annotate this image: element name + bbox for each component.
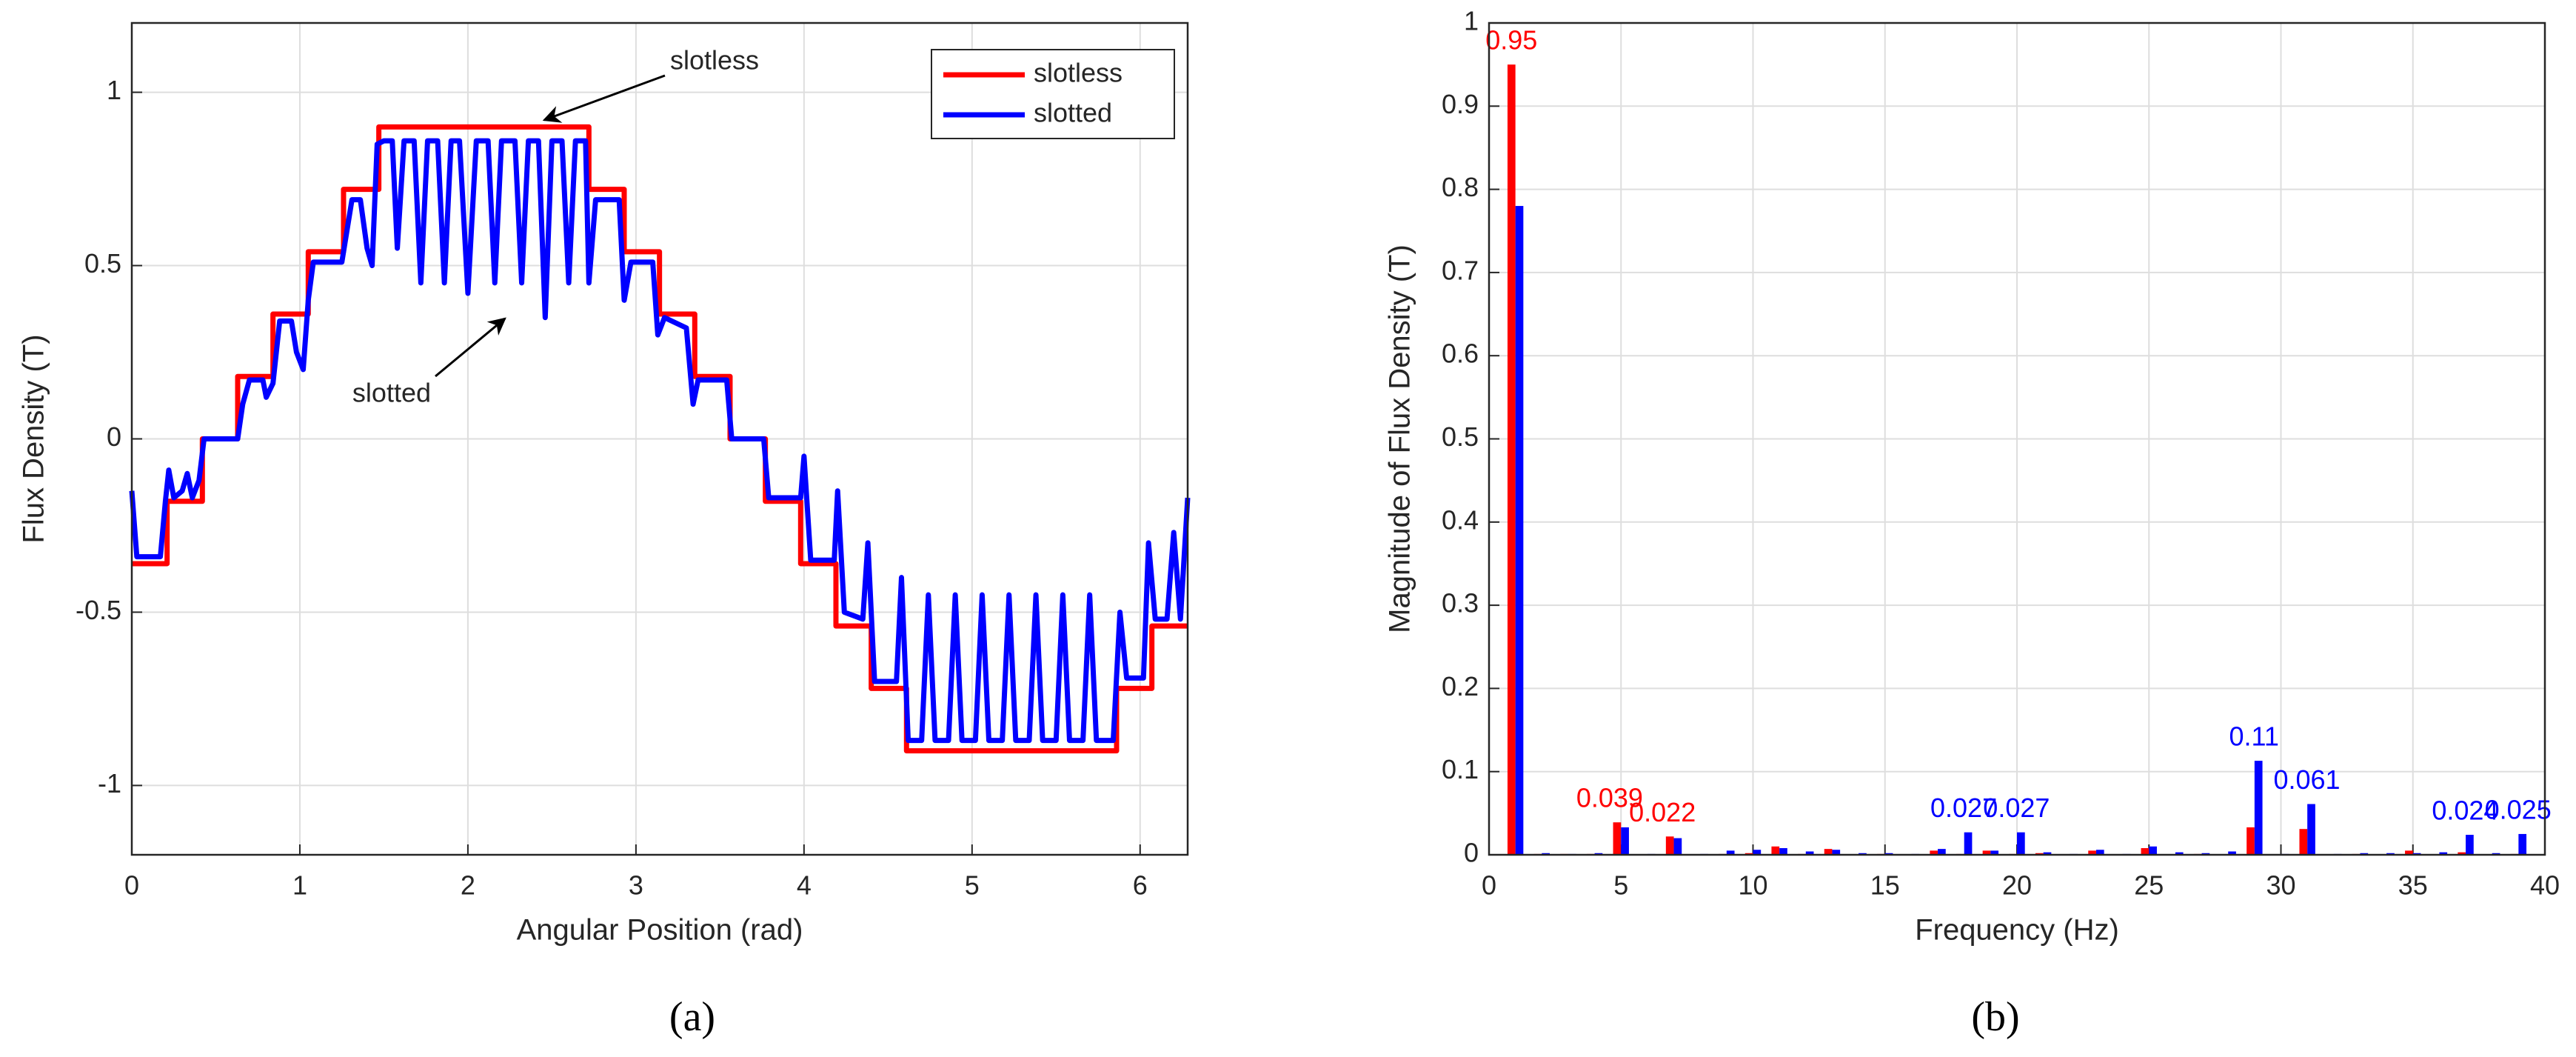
- annotation-arrow: [435, 317, 506, 378]
- y-tick-label: 0.5: [84, 248, 121, 279]
- bar: [2307, 804, 2315, 855]
- bar: [2088, 850, 2096, 855]
- x-tick-label: 4: [797, 870, 812, 901]
- bar: [1613, 822, 1622, 855]
- data-label: 0.022: [1629, 797, 1696, 827]
- bar: [2405, 850, 2413, 855]
- data-line: [132, 124, 1188, 754]
- data-label: 0.95: [1485, 25, 1537, 56]
- y-tick-label: 0: [1464, 838, 1479, 868]
- axes-box: [130, 21, 1189, 856]
- data-label: 0.025: [2485, 794, 2552, 824]
- bar: [2458, 852, 2466, 855]
- axes-box: [1488, 21, 2546, 856]
- x-tick-label: 30: [2266, 870, 2295, 901]
- x-tick-label: 3: [629, 870, 643, 901]
- data-line: [129, 138, 1191, 744]
- data-label: 0.027: [1930, 793, 1997, 823]
- y-axis-label: Magnitude of Flux Density (T): [1384, 244, 1416, 633]
- annotation: slotless: [670, 45, 759, 76]
- y-tick-label: -0.5: [76, 595, 121, 625]
- data-label: 0.027: [1983, 793, 2050, 823]
- x-tick-label: 10: [1738, 870, 1767, 901]
- bar: [2095, 850, 2104, 855]
- bar: [1515, 206, 1524, 855]
- legend-label: slotless: [1034, 58, 1123, 88]
- data-label: 0.061: [2273, 764, 2340, 795]
- x-tick-label: 0: [1482, 870, 1496, 901]
- bar: [2299, 829, 2308, 855]
- bar: [2175, 852, 2184, 855]
- bar: [2228, 851, 2236, 855]
- bar: [1982, 850, 1991, 855]
- x-tick-label: 2: [461, 870, 475, 901]
- y-tick-label: 0.1: [1442, 754, 1479, 784]
- annotation-arrow: [542, 74, 666, 123]
- data-label: 0.024: [2432, 796, 2498, 826]
- x-tick-label: 35: [2398, 870, 2428, 901]
- bar: [2518, 833, 2527, 855]
- y-tick-label: 0.4: [1442, 504, 1479, 535]
- bar: [1771, 846, 1780, 855]
- bar: [1938, 849, 1946, 855]
- x-tick-label: 1: [292, 870, 307, 901]
- bar: [1507, 64, 1516, 855]
- bar: [1726, 850, 1735, 855]
- bar: [1990, 850, 1999, 855]
- bar: [1964, 832, 1973, 855]
- bar: [2149, 846, 2157, 855]
- y-tick-label: 0.3: [1442, 588, 1479, 618]
- bar: [1779, 848, 1787, 855]
- y-tick-label: 0.2: [1442, 671, 1479, 701]
- y-tick-label: -1: [98, 768, 121, 798]
- chart: -1 -0.5 0 0.5 1 0 1 2 3 4 5 6 Angular Position (rad)…: [18, 21, 1191, 1040]
- chart: 00.10.20.30.40.50.60.70.80.910 5 10 15 20 25 3…: [1384, 6, 2560, 1040]
- data-label: 0.11: [2229, 721, 2278, 752]
- y-tick-label: 0.9: [1442, 89, 1479, 119]
- x-tick-label: 5: [965, 870, 980, 901]
- bar: [1673, 838, 1682, 855]
- x-tick-label: 20: [2002, 870, 2032, 901]
- y-tick-label: 1: [1464, 6, 1479, 36]
- bar: [1621, 827, 1629, 855]
- bar: [1753, 850, 1762, 855]
- bar: [2141, 848, 2150, 855]
- y-tick-label: 0.5: [1442, 421, 1479, 452]
- bar: [2439, 852, 2448, 855]
- x-tick-label: 0: [124, 870, 139, 901]
- panel-label: (a): [669, 994, 715, 1040]
- x-axis-label: Frequency (Hz): [1915, 914, 2119, 947]
- bar: [2043, 852, 2052, 855]
- x-tick-label: 6: [1133, 870, 1148, 901]
- bar: [1665, 836, 1674, 855]
- x-tick-label: 25: [2134, 870, 2164, 901]
- bar: [2247, 827, 2255, 855]
- y-tick-label: 0.8: [1442, 172, 1479, 202]
- y-tick-label: 1: [107, 75, 121, 105]
- bar: [1824, 849, 1833, 855]
- x-tick-label: 40: [2530, 870, 2560, 901]
- y-tick-label: 0.6: [1442, 339, 1479, 369]
- y-tick-label: 0: [107, 421, 121, 452]
- bar: [1805, 851, 1814, 855]
- y-tick-label: 0.7: [1442, 255, 1479, 285]
- x-axis-label: Angular Position (rad): [517, 914, 803, 947]
- bar: [2017, 832, 2025, 855]
- legend-box: [931, 49, 1175, 139]
- bar: [1930, 850, 1938, 855]
- bar: [2466, 835, 2474, 855]
- bar: [1832, 850, 1841, 855]
- panel-label: (b): [1971, 994, 2019, 1040]
- x-tick-label: 15: [1870, 870, 1900, 901]
- x-tick-label: 5: [1613, 870, 1628, 901]
- legend-label: slotted: [1034, 98, 1112, 128]
- bar: [2254, 761, 2263, 855]
- annotation: slotted: [352, 378, 431, 408]
- y-axis-label: Flux Density (T): [18, 334, 50, 543]
- data-label: 0.039: [1576, 783, 1643, 813]
